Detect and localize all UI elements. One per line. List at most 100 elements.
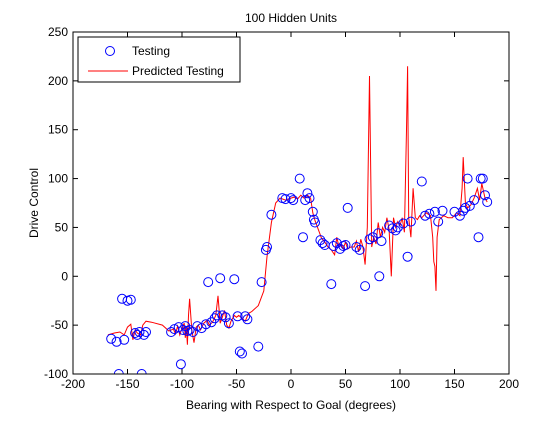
data-point-testing <box>253 341 264 352</box>
data-point-testing <box>328 241 339 251</box>
data-point-testing <box>482 197 493 207</box>
chart-title: 100 Hidden Units <box>245 11 337 25</box>
data-point-testing <box>132 329 143 340</box>
data-point-testing <box>351 242 362 252</box>
x-tick-label: 200 <box>499 377 519 391</box>
plot-content <box>106 66 493 374</box>
data-point-testing <box>234 346 245 357</box>
y-tick-label: -50 <box>51 318 69 332</box>
data-point-testing <box>477 173 488 184</box>
x-tick-label: -100 <box>170 377 194 391</box>
data-point-testing <box>111 336 122 347</box>
legend-marker-testing <box>105 46 115 56</box>
data-layer <box>106 66 493 374</box>
data-point-testing <box>242 314 253 325</box>
data-point-testing <box>182 326 193 336</box>
data-point-testing <box>223 318 234 329</box>
y-tick-label: 100 <box>48 172 68 186</box>
data-point-testing <box>437 205 448 216</box>
x-tick-label: 50 <box>339 377 353 391</box>
y-tick-label: 250 <box>48 25 68 39</box>
axes-layer: -200 -150 -100 -50 0 50 100 150 200 -100 -50 0 50 100… <box>44 25 519 391</box>
y-axis-label: Drive Control <box>27 168 41 238</box>
data-point-testing <box>460 202 471 213</box>
x-tick-label: -50 <box>228 377 246 391</box>
data-point-testing <box>310 217 320 228</box>
data-point-testing <box>280 194 291 205</box>
data-point-testing <box>175 359 186 370</box>
data-point-testing <box>376 236 387 247</box>
data-point-testing <box>416 176 427 187</box>
data-point-testing <box>338 241 349 251</box>
data-point-testing <box>288 195 299 206</box>
data-point-testing <box>166 327 177 337</box>
data-point-testing <box>342 202 353 213</box>
data-point-testing <box>392 222 403 233</box>
data-point-testing <box>405 216 416 227</box>
data-point-testing <box>302 188 313 199</box>
data-point-testing <box>354 244 365 255</box>
data-point-testing <box>326 279 337 290</box>
x-axis-label: Bearing with Respect to Goal (degrees) <box>186 398 396 412</box>
data-point-testing <box>141 327 151 337</box>
data-point-testing <box>462 173 473 184</box>
x-tick-label: 0 <box>288 377 295 391</box>
data-point-testing <box>317 238 328 249</box>
data-point-testing <box>364 234 375 245</box>
data-point-testing <box>458 205 469 216</box>
x-tick-label: -150 <box>115 377 139 391</box>
y-tick-label: 150 <box>48 123 68 137</box>
y-tick-label: -100 <box>44 367 68 381</box>
y-tick-label: 50 <box>55 220 69 234</box>
data-point-testing <box>374 271 385 282</box>
data-point-testing <box>232 311 243 322</box>
data-point-testing <box>429 206 440 217</box>
data-point-testing <box>469 195 480 206</box>
data-point-testing <box>237 348 247 359</box>
data-point-testing <box>136 369 147 374</box>
data-point-testing <box>340 240 351 250</box>
data-point-testing <box>266 209 277 220</box>
data-point-testing <box>240 311 251 322</box>
data-point-testing <box>307 206 318 217</box>
data-point-testing <box>433 216 444 227</box>
data-point-testing <box>294 173 305 184</box>
data-point-testing <box>201 319 211 330</box>
data-point-testing <box>360 281 371 292</box>
data-point-testing <box>229 274 240 285</box>
data-point-testing <box>286 193 296 204</box>
data-point-testing <box>454 210 465 221</box>
data-point-testing <box>298 232 308 243</box>
data-point-testing <box>390 225 401 236</box>
x-tick-label: 150 <box>444 377 464 391</box>
y-tick-label: 0 <box>61 269 68 283</box>
data-point-testing <box>203 277 214 288</box>
data-point-testing <box>215 273 226 284</box>
data-point-testing <box>402 251 413 262</box>
x-tick-label: -200 <box>61 377 85 391</box>
data-point-testing <box>113 369 124 374</box>
data-point-testing <box>138 329 149 340</box>
data-point-testing <box>256 277 267 288</box>
series-line-predicted-testing <box>107 66 488 345</box>
data-point-testing <box>367 232 378 243</box>
legend-box <box>77 36 241 83</box>
data-point-testing <box>184 325 195 335</box>
data-point-testing <box>119 334 130 345</box>
data-point-testing <box>398 218 409 229</box>
y-tick-label: 200 <box>48 74 68 88</box>
data-point-testing <box>473 232 484 243</box>
data-point-testing <box>125 294 136 305</box>
x-tick-label: 100 <box>390 377 410 391</box>
legend: Testing Predicted Testing <box>77 36 241 83</box>
data-point-testing <box>262 242 272 252</box>
data-point-testing <box>480 190 490 201</box>
data-point-testing <box>217 310 228 321</box>
data-point-testing <box>387 223 398 234</box>
data-point-testing <box>335 243 346 254</box>
data-point-testing <box>424 208 435 219</box>
data-point-testing <box>304 193 315 204</box>
data-point-testing <box>106 333 117 344</box>
